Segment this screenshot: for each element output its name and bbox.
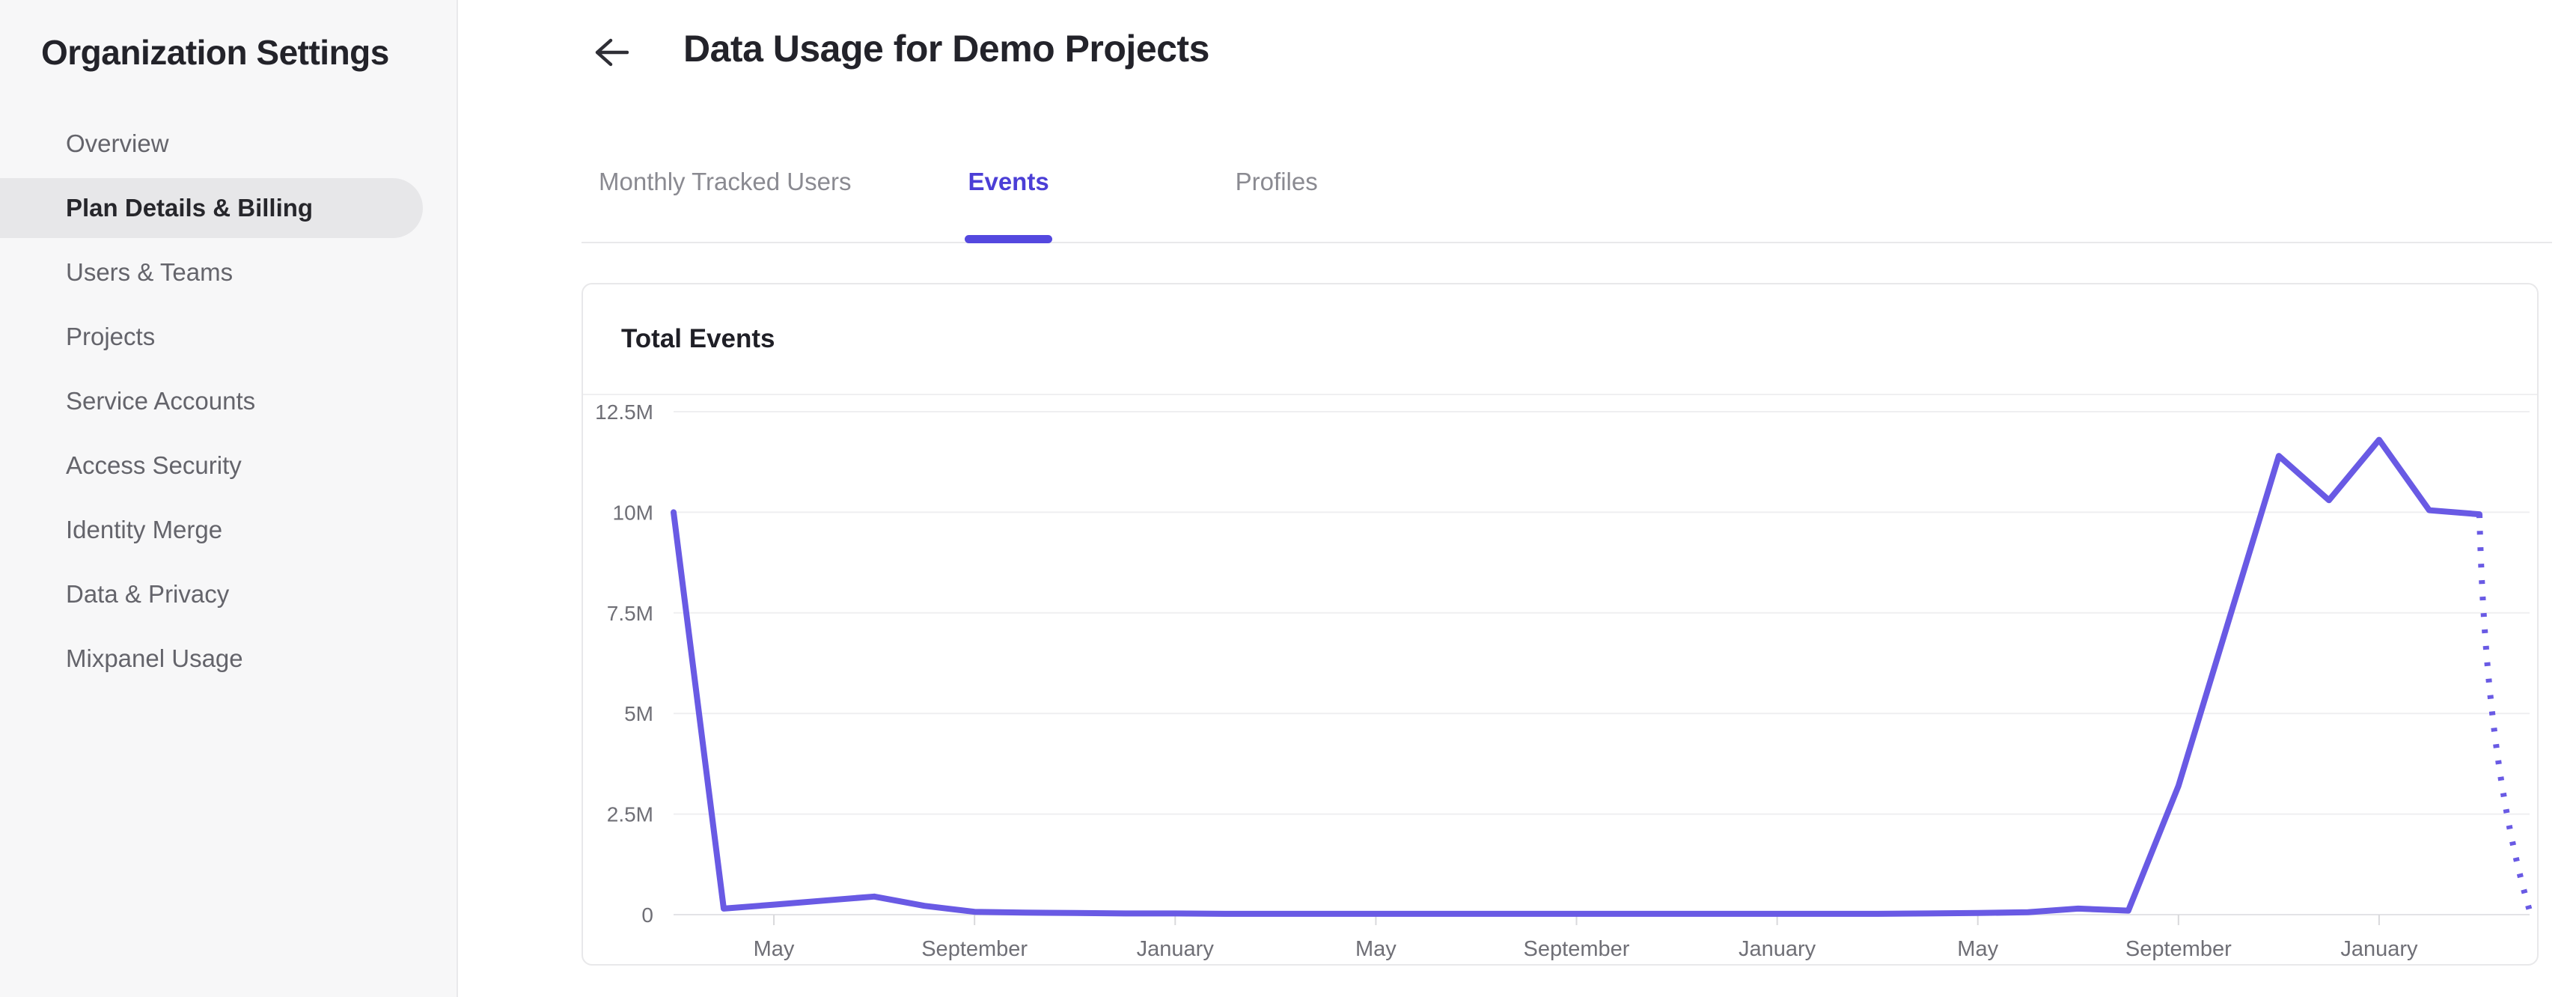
x-axis-tick-label: May xyxy=(754,937,795,961)
tab-events[interactable]: Events xyxy=(965,155,1052,243)
total-events-card: Total Events 0 2.5M 5M 7.5M 10M 12.5M May Septe… xyxy=(582,283,2539,966)
tab-profiles[interactable]: Profiles xyxy=(1235,168,1318,195)
x-axis-tick-label: January xyxy=(1739,937,1816,961)
back-arrow-icon xyxy=(595,38,629,67)
sidebar-item-service-accounts[interactable]: Service Accounts xyxy=(66,387,256,415)
x-axis-tick-label: September xyxy=(921,937,1028,961)
page-title: Data Usage for Demo Projects xyxy=(683,28,1209,70)
y-axis-tick-label: 10M xyxy=(613,501,653,524)
tab-bar: Monthly Tracked Users Events Profiles xyxy=(582,155,2552,243)
sidebar-item-projects[interactable]: Projects xyxy=(66,323,156,350)
x-axis-tick-label: September xyxy=(1524,937,1630,961)
card-title: Total Events xyxy=(621,324,775,353)
sidebar-title: Organization Settings xyxy=(41,33,389,72)
y-axis-tick-label: 12.5M xyxy=(595,400,653,424)
y-axis-tick-label: 5M xyxy=(624,702,653,725)
main-content: Data Usage for Demo Projects Monthly Tra… xyxy=(460,0,2576,997)
back-button[interactable] xyxy=(587,28,635,76)
sidebar-item-plan-details-billing[interactable]: Plan Details & Billing xyxy=(0,178,423,238)
sidebar: Organization Settings Overview Plan Deta… xyxy=(0,0,458,997)
sidebar-item-mixpanel-usage[interactable]: Mixpanel Usage xyxy=(66,644,243,672)
events-chart[interactable]: 0 2.5M 5M 7.5M 10M 12.5M May September January Ma… xyxy=(583,397,2537,966)
x-axis-tick-label: May xyxy=(1957,937,1998,961)
x-axis-tick-label: January xyxy=(1137,937,1215,961)
y-axis-tick-label: 2.5M xyxy=(607,803,653,826)
sidebar-item-users-teams[interactable]: Users & Teams xyxy=(66,258,234,286)
x-axis-tick-label: May xyxy=(1355,937,1397,961)
sidebar-item-overview[interactable]: Overview xyxy=(66,129,169,157)
sidebar-item-access-security[interactable]: Access Security xyxy=(66,451,242,479)
x-axis-tick-label: January xyxy=(2340,937,2418,961)
y-axis-tick-label: 0 xyxy=(641,903,653,927)
sidebar-item-identity-merge[interactable]: Identity Merge xyxy=(66,516,223,543)
events-line xyxy=(671,436,2482,917)
sidebar-nav: Overview Plan Details & Billing Users & … xyxy=(0,114,457,689)
sidebar-item-data-privacy[interactable]: Data & Privacy xyxy=(66,580,230,608)
events-line-projected xyxy=(2476,514,2533,912)
y-axis-tick-label: 7.5M xyxy=(607,602,653,625)
tab-monthly-tracked-users[interactable]: Monthly Tracked Users xyxy=(599,168,852,195)
x-axis-tick-label: September xyxy=(2125,937,2232,961)
card-header: Total Events xyxy=(583,284,2537,395)
